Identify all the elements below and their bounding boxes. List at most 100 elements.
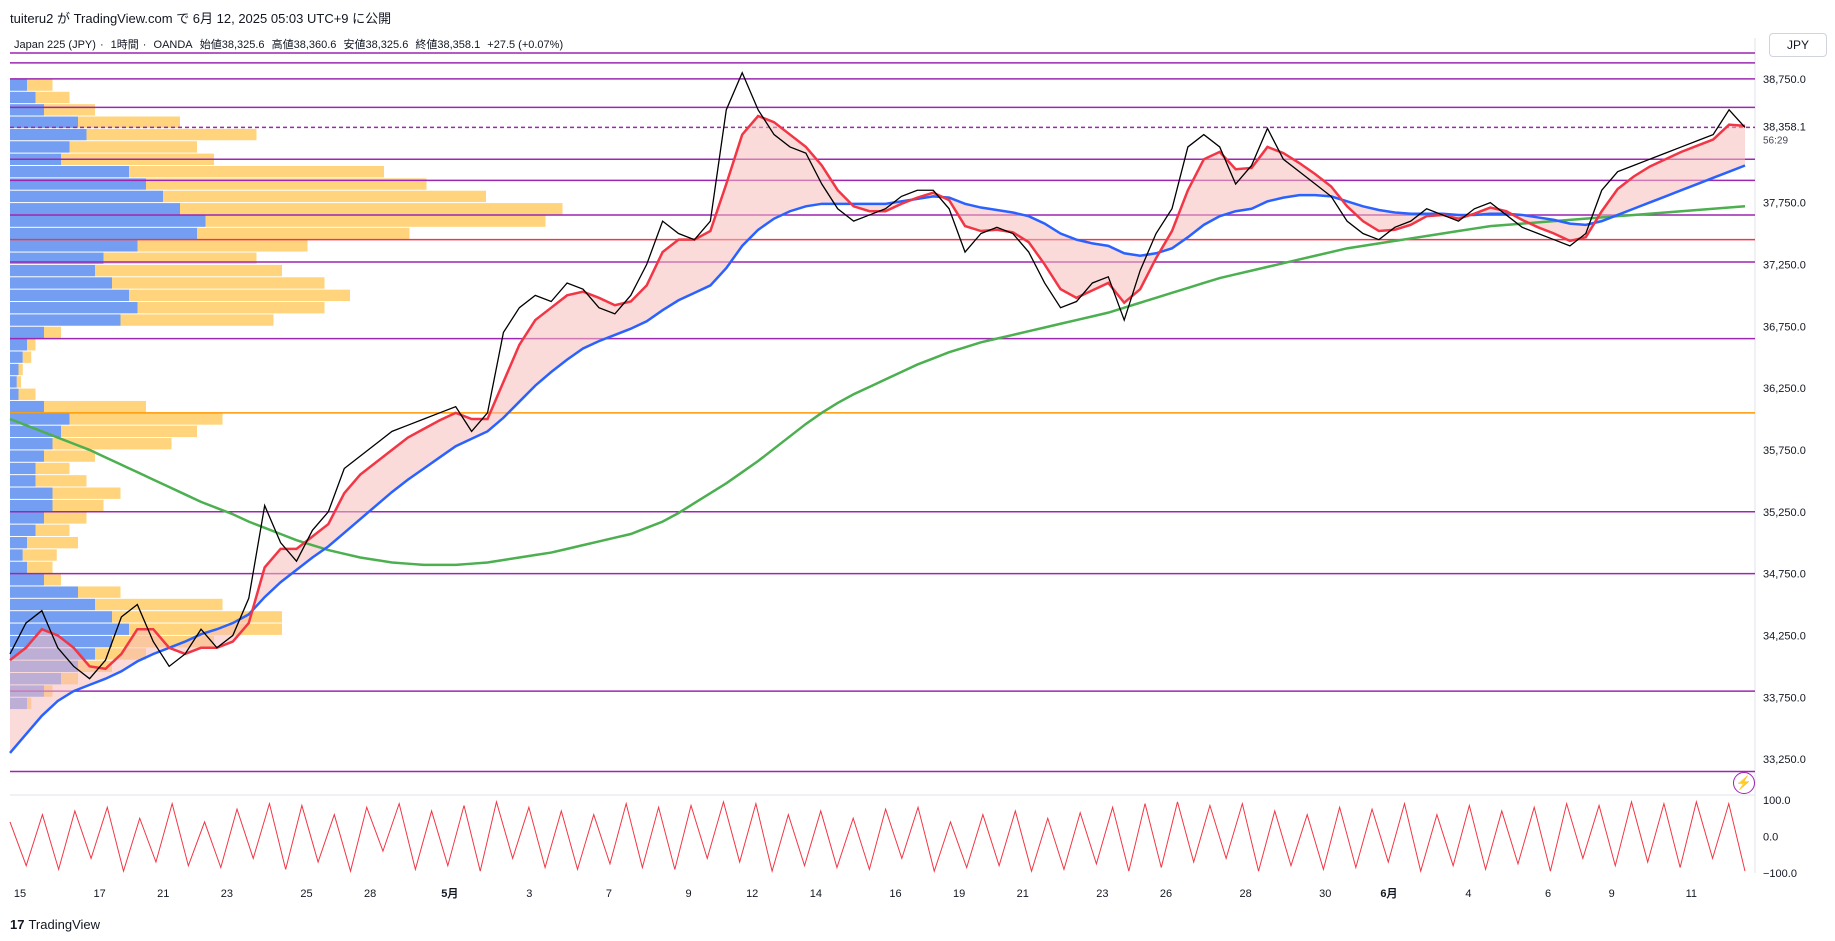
volume-profile-bar-buy	[10, 376, 17, 388]
volume-profile-bar-sell	[86, 128, 257, 141]
volume-profile-bar-buy	[10, 623, 129, 635]
time-axis-tick-label: 6月	[1380, 887, 1397, 900]
volume-profile-bar-buy	[10, 586, 78, 598]
volume-profile-bar-buy	[10, 277, 112, 289]
price-axis-tick-label: 35,250.0	[1763, 507, 1806, 519]
oscillator-tick-label: 100.0	[1763, 795, 1791, 807]
volume-profile-bar-sell	[78, 116, 180, 128]
time-axis-tick-label: 9	[685, 888, 691, 900]
time-axis-tick-label: 3	[526, 888, 532, 900]
volume-profile-bar-buy	[10, 141, 70, 153]
volume-profile-bar-buy	[10, 499, 53, 512]
price-axis-tick-label: 34,750.0	[1763, 569, 1806, 581]
ohlc-open: 始値38,325.6	[199, 39, 265, 51]
volume-profile-bar-sell	[129, 623, 282, 635]
price-axis-tick-label: 36,750.0	[1763, 321, 1806, 333]
volume-profile-bar-sell	[22, 549, 57, 561]
time-axis-tick-label: 21	[1017, 888, 1029, 900]
volume-profile-bar-buy	[10, 400, 44, 413]
volume-profile-bar-buy	[10, 462, 36, 475]
mid-ema-line	[9, 164, 1746, 754]
tradingview-logo-icon[interactable]: 17	[10, 917, 25, 932]
time-axis-tick-label: 14	[810, 888, 822, 900]
ohlc-low: 安値38,325.6	[343, 39, 409, 51]
oscillator-tick-label: −100.0	[1763, 868, 1797, 880]
time-axis-tick-label: 4	[1465, 888, 1471, 900]
volume-profile-bar-buy	[10, 574, 44, 586]
volume-profile-bar-buy	[10, 165, 129, 178]
volume-profile-bar-buy	[10, 598, 95, 611]
time-axis-tick-label: 15	[14, 888, 26, 900]
footer: 17 TradingView	[10, 917, 100, 932]
time-axis-tick-label: 23	[221, 888, 233, 900]
volume-profile-bar-sell	[16, 376, 22, 388]
volume-profile-bar-sell	[137, 240, 308, 252]
volume-profile-bar-sell	[35, 475, 87, 487]
volume-profile-bar-buy	[10, 190, 163, 203]
volume-profile-bar-sell	[205, 215, 546, 227]
volume-profile-bar-sell	[129, 165, 384, 178]
time-axis-tick-label: 28	[364, 888, 376, 900]
volume-profile-bar-buy	[10, 178, 146, 190]
volume-profile-bar-buy	[10, 104, 44, 116]
volume-profile-bar-sell	[44, 400, 146, 413]
volume-profile-bar-sell	[18, 363, 23, 376]
volume-profile-bar-sell	[27, 561, 53, 574]
timeframe[interactable]: 1時間	[110, 39, 139, 51]
volume-profile-bar-buy	[10, 91, 36, 104]
volume-profile-bar-sell	[52, 487, 121, 499]
volume-profile-bar-buy	[10, 128, 87, 141]
volume-profile-bar-sell	[137, 302, 325, 314]
top-bar: tuiteru2 が TradingView.com で 6月 12, 2025…	[0, 0, 1835, 30]
price-axis-tick-label: 38,750.0	[1763, 74, 1806, 86]
time-axis-tick-label: 21	[157, 888, 169, 900]
volume-profile-bar-sell	[18, 388, 36, 400]
volume-profile-bar-sell	[44, 512, 87, 524]
volume-profile-bar-sell	[112, 277, 325, 289]
volume-profile-bar-buy	[10, 289, 129, 302]
price-axis-tick-label: 37,250.0	[1763, 259, 1806, 271]
volume-profile-bar-sell	[69, 141, 197, 153]
price-line	[9, 71, 1746, 680]
time-axis-tick-label: 30	[1319, 888, 1331, 900]
volume-profile-bar-sell	[44, 104, 95, 116]
volume-profile-bar-buy	[10, 326, 44, 339]
volume-profile-bar-buy	[10, 203, 180, 215]
broker: OANDA	[153, 39, 193, 51]
bar-countdown-label: 56:29	[1763, 135, 1788, 146]
volume-profile-bar-sell	[35, 91, 70, 104]
volume-profile-bar-sell	[197, 227, 410, 240]
time-axis-tick-label: 16	[889, 888, 901, 900]
price-change: +27.5 (+0.07%)	[487, 39, 564, 51]
symbol-name[interactable]: Japan 225 (JPY)	[14, 39, 96, 51]
volume-profile-bar-buy	[10, 264, 95, 277]
volume-profile-bar-sell	[44, 450, 95, 462]
price-axis-tick-label: 33,750.0	[1763, 692, 1806, 704]
price-chart[interactable]: 38,750.0 37,750.0 37,250.0 36,750.0 36,250.0…	[0, 0, 1835, 910]
price-axis-tick-label: 36,250.0	[1763, 383, 1806, 395]
last-price-label: 38,358.1	[1763, 121, 1806, 133]
volume-profile-bar-sell	[22, 351, 32, 363]
volume-profile-bar-buy	[10, 487, 53, 499]
time-axis-tick-label: 25	[300, 888, 312, 900]
brand-name[interactable]: TradingView	[28, 917, 101, 932]
publish-info: tuiteru2 が TradingView.com で 6月 12, 2025…	[10, 11, 392, 26]
slow-ma-line	[9, 205, 1746, 567]
volume-profile-bar-buy	[10, 388, 19, 400]
volume-profile-bar-buy	[10, 549, 23, 561]
lightning-icon[interactable]: ⚡	[1733, 772, 1755, 794]
volume-profile-bar-sell	[103, 252, 257, 264]
volume-profile-bar-sell	[27, 536, 78, 549]
volume-profile-bar-sell	[120, 314, 274, 326]
time-axis-tick-label: 12	[746, 888, 758, 900]
volume-profile-bar-buy	[10, 438, 53, 450]
volume-profile-bar-sell	[35, 462, 70, 475]
volume-profile-bar-sell	[27, 79, 53, 91]
volume-profile-bar-sell	[95, 598, 223, 611]
ohlc-high: 高値38,360.6	[271, 39, 337, 51]
volume-profile-bar-buy	[10, 351, 23, 363]
price-axis-tick-label: 35,750.0	[1763, 445, 1806, 457]
volume-profile-bar-buy	[10, 314, 121, 326]
volume-profile-bar-sell	[61, 425, 197, 438]
currency-button[interactable]: JPY	[1769, 33, 1827, 57]
